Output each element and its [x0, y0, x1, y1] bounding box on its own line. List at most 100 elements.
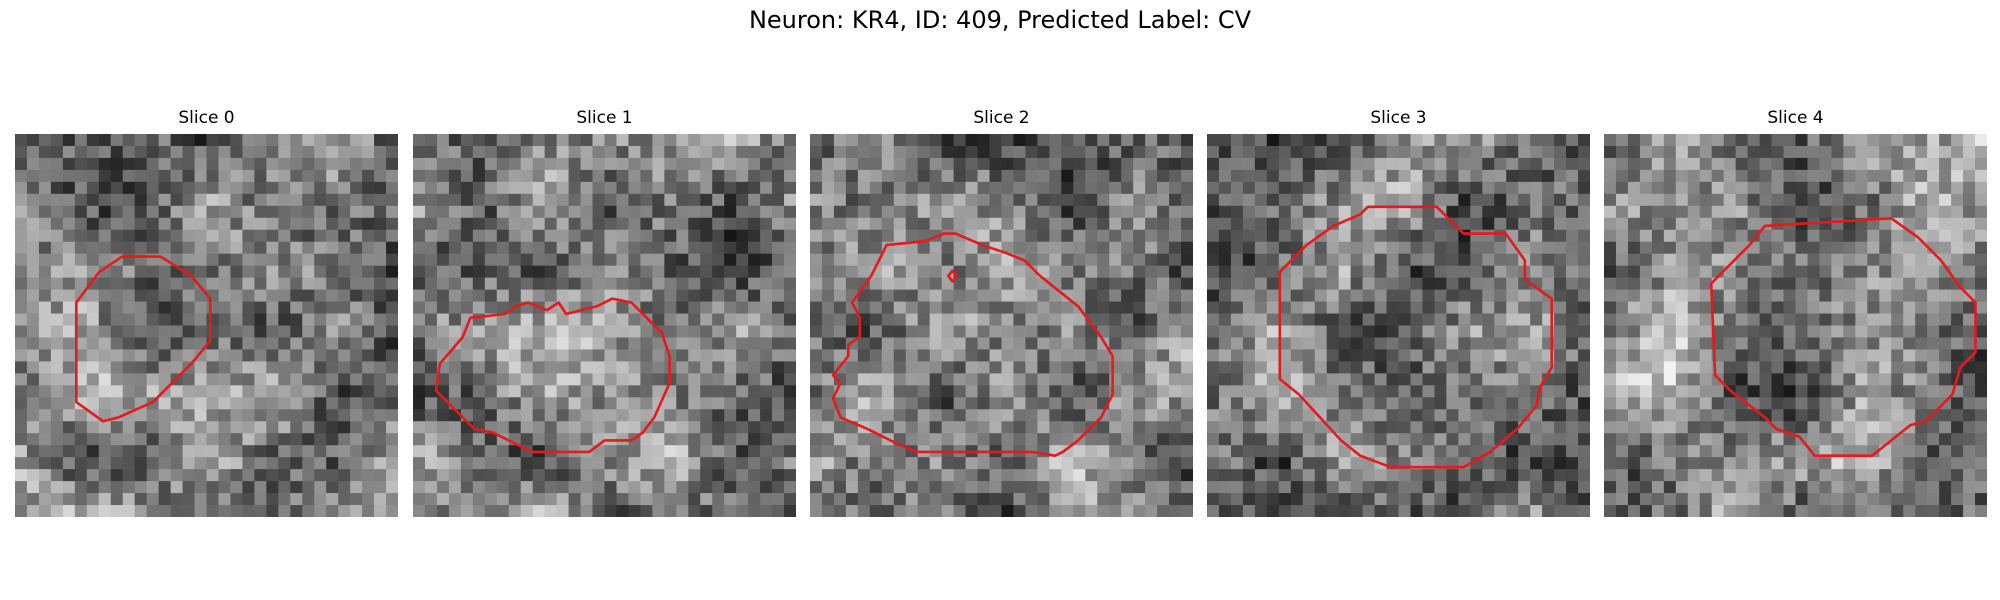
image-pixel	[1290, 493, 1304, 506]
image-pixel	[1073, 253, 1086, 267]
image-pixel	[760, 134, 773, 147]
image-pixel	[1879, 265, 1892, 279]
image-pixel	[254, 409, 267, 422]
image-pixel	[278, 169, 291, 183]
image-pixel	[1518, 313, 1531, 327]
image-pixel	[1073, 493, 1086, 506]
image-pixel	[266, 181, 279, 195]
image-pixel	[712, 277, 725, 291]
image-pixel	[1133, 493, 1146, 506]
image-pixel	[1025, 277, 1039, 291]
image-pixel	[508, 493, 522, 506]
image-pixel	[544, 493, 558, 506]
image-pixel	[616, 385, 630, 398]
image-pixel	[953, 241, 967, 255]
image-pixel	[1518, 241, 1531, 255]
image-pixel	[592, 241, 606, 255]
image-pixel	[1025, 134, 1039, 147]
image-pixel	[1506, 337, 1519, 351]
image-pixel	[1073, 134, 1086, 147]
image-pixel	[1049, 229, 1062, 243]
image-pixel	[484, 289, 498, 303]
image-pixel	[1230, 301, 1244, 315]
image-pixel	[1458, 193, 1471, 207]
image-pixel	[1230, 253, 1244, 267]
image-pixel	[1879, 217, 1892, 231]
image-pixel	[1386, 193, 1400, 207]
image-pixel	[544, 349, 558, 363]
image-pixel	[230, 277, 244, 291]
image-pixel	[1218, 134, 1232, 147]
image-pixel	[1157, 373, 1170, 386]
image-pixel	[628, 181, 642, 195]
image-pixel	[1001, 505, 1015, 517]
image-pixel	[218, 349, 232, 363]
image-pixel	[929, 493, 943, 506]
image-pixel	[1073, 289, 1086, 303]
image-pixel	[146, 169, 160, 183]
image-pixel	[1085, 193, 1098, 207]
image-pixel	[1422, 481, 1436, 494]
image-pixel	[38, 205, 52, 219]
image-pixel	[1651, 445, 1665, 458]
image-pixel	[1951, 145, 1964, 159]
image-pixel	[1254, 217, 1268, 231]
image-pixel	[1109, 313, 1122, 327]
image-pixel	[110, 433, 124, 446]
image-pixel	[1025, 409, 1039, 422]
image-pixel	[86, 181, 100, 195]
image-pixel	[772, 301, 785, 315]
image-pixel	[1169, 145, 1182, 159]
image-pixel	[881, 253, 895, 267]
image-pixel	[424, 181, 438, 195]
image-pixel	[1915, 265, 1928, 279]
image-pixel	[1975, 134, 1987, 147]
image-pixel	[1314, 289, 1328, 303]
image-pixel	[1218, 409, 1232, 422]
image-pixel	[736, 385, 749, 398]
image-pixel	[604, 277, 618, 291]
image-pixel	[508, 169, 522, 183]
image-pixel	[845, 205, 859, 219]
image-pixel	[784, 337, 796, 351]
image-pixel	[857, 229, 871, 243]
image-pixel	[628, 253, 642, 267]
image-pixel	[1843, 134, 1856, 147]
image-pixel	[254, 457, 267, 470]
image-pixel	[338, 385, 351, 398]
image-pixel	[1133, 301, 1146, 315]
image-pixel	[1242, 337, 1256, 351]
image-pixel	[278, 493, 291, 506]
image-pixel	[784, 253, 796, 267]
image-pixel	[977, 181, 991, 195]
image-pixel	[845, 457, 859, 470]
image-pixel	[580, 193, 594, 207]
image-pixel	[1578, 301, 1590, 315]
image-pixel	[436, 217, 450, 231]
image-pixel	[520, 313, 534, 327]
image-pixel	[628, 265, 642, 279]
image-pixel	[1338, 313, 1352, 327]
image-pixel	[50, 193, 64, 207]
image-pixel	[448, 134, 462, 147]
image-pixel	[1207, 157, 1220, 171]
image-pixel	[1831, 253, 1844, 267]
image-pixel	[194, 373, 208, 386]
image-pixel	[1711, 289, 1725, 303]
image-pixel	[278, 241, 291, 255]
image-pixel	[953, 169, 967, 183]
image-pixel	[1290, 433, 1304, 446]
image-pixel	[1843, 349, 1856, 363]
image-pixel	[1181, 157, 1193, 171]
image-pixel	[146, 289, 160, 303]
image-pixel	[544, 145, 558, 159]
image-pixel	[1554, 325, 1567, 339]
image-pixel	[532, 325, 546, 339]
image-pixel	[182, 469, 196, 482]
image-pixel	[1494, 505, 1507, 517]
image-pixel	[917, 145, 931, 159]
image-pixel	[1939, 421, 1952, 434]
image-pixel	[38, 217, 52, 231]
image-pixel	[314, 457, 327, 470]
image-pixel	[1145, 349, 1158, 363]
